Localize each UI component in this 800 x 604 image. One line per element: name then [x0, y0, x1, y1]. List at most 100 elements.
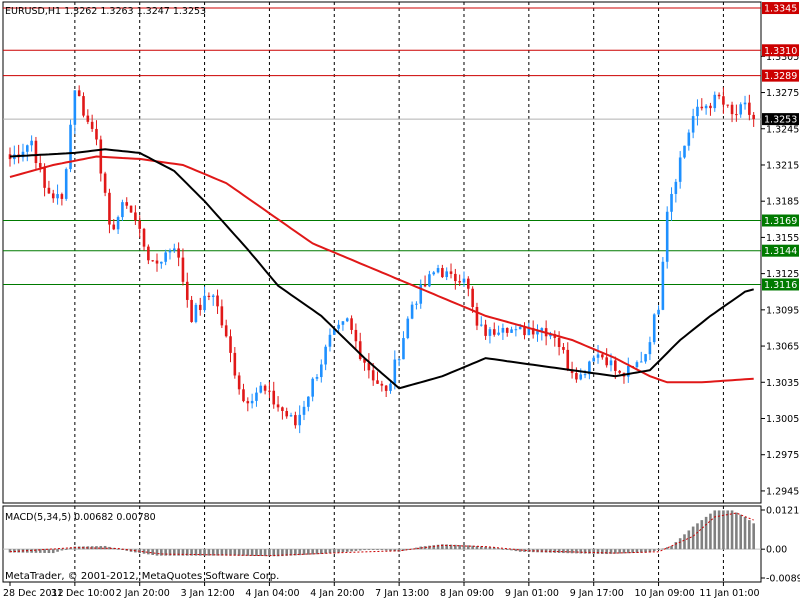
macd-bar: [691, 526, 695, 550]
candle-bull: [527, 328, 531, 336]
candle-bull: [549, 334, 552, 337]
support-level-tag: [762, 244, 799, 257]
macd-bar: [250, 549, 254, 556]
candle-bear: [138, 220, 142, 229]
macd-bar: [415, 547, 418, 550]
candle-bull: [462, 278, 466, 283]
x-tick-label: 4 Jan 20:00: [310, 588, 364, 599]
candle-bear: [726, 104, 730, 106]
candle-bull: [596, 354, 600, 358]
macd-bar: [259, 549, 263, 557]
macd-bar: [717, 510, 721, 550]
candle-bull: [64, 169, 68, 199]
candle-bear: [224, 325, 228, 337]
macd-y-tick-label: 0.01213: [766, 506, 800, 517]
macd-bar: [575, 549, 578, 554]
macd-bar: [648, 549, 652, 553]
y-tick-label: 1.3305: [766, 52, 799, 63]
candle-bear: [246, 401, 250, 404]
macd-bar: [108, 546, 111, 550]
candle-bull: [406, 318, 410, 339]
candle-bull: [211, 295, 215, 297]
candle-bear: [272, 390, 276, 405]
candle-bull: [540, 328, 544, 332]
macd-bar: [479, 546, 483, 550]
macd-bar: [142, 549, 146, 554]
candle-bear: [207, 295, 211, 297]
macd-bar: [177, 549, 180, 556]
macd-bar: [618, 549, 621, 554]
macd-bar: [441, 544, 444, 550]
support-level-tag: [762, 214, 799, 227]
macd-bar: [501, 548, 505, 550]
macd-bar: [185, 549, 189, 556]
macd-bar: [726, 510, 730, 550]
candle-bear: [103, 173, 107, 193]
candle-bull: [419, 284, 423, 304]
macd-bar: [315, 549, 319, 555]
macd-bar: [614, 549, 617, 554]
macd-bar: [609, 549, 613, 554]
candle-bull: [56, 194, 59, 199]
macd-bar: [626, 549, 630, 554]
macd-bar: [471, 545, 474, 550]
candle-bull: [592, 357, 595, 362]
candle-bear: [709, 105, 712, 109]
candle-bull: [661, 261, 665, 310]
candle-bull: [536, 331, 539, 335]
candle-bear: [605, 357, 608, 366]
current-price-tag: [762, 113, 799, 126]
macd-bar: [687, 530, 691, 550]
macd-panel-frame: [2, 505, 762, 583]
y-tick-label: 1.2945: [766, 486, 799, 497]
macd-signal-line: [9, 512, 754, 557]
candle-bear: [220, 306, 224, 326]
macd-bar: [393, 549, 397, 552]
candle-bear: [614, 360, 617, 371]
macd-bar: [34, 549, 38, 553]
candle-bear: [354, 329, 358, 342]
candle-bear: [125, 202, 129, 206]
macd-bar: [557, 549, 561, 553]
macd-bar: [518, 549, 522, 552]
x-tick-label: 2 Jan 20:00: [116, 588, 170, 599]
price-panel: 1.3305 1.3275 1.3245 1.3215 1.3185 1.3155 1.31…: [2, 1, 799, 504]
candle-bear: [229, 336, 232, 353]
candle-bull: [436, 268, 440, 273]
candle-bear: [276, 404, 280, 408]
copyright-text: MetaTrader, © 2001-2012, MetaQuotes Soft…: [5, 571, 279, 582]
candle-bull: [428, 274, 431, 287]
candle-bear: [60, 194, 64, 199]
candle-bear: [216, 295, 219, 307]
candle-bull: [626, 365, 630, 377]
macd-bar: [722, 510, 725, 550]
candle-bear: [242, 389, 245, 402]
candle-bull: [332, 328, 336, 335]
candle-bull: [696, 106, 699, 117]
candle-bear: [423, 284, 427, 287]
y-tick-label: 1.3215: [766, 160, 799, 171]
macd-bar: [328, 549, 332, 554]
candle-bear: [454, 273, 457, 282]
candle-bull: [397, 359, 401, 361]
resistance-level-tag: [762, 44, 799, 57]
macd-bar: [492, 547, 496, 550]
macd-bar: [350, 549, 353, 552]
candle-bull: [337, 324, 340, 329]
candle-bear: [735, 114, 738, 116]
candle-bear: [142, 228, 146, 247]
macd-bar: [332, 549, 336, 553]
macd-bar: [281, 549, 284, 557]
candle-bull: [683, 145, 686, 158]
candle-bear: [618, 370, 621, 373]
support-level-label: 1.3144: [764, 246, 797, 257]
y-tick-label: 1.3005: [766, 414, 799, 425]
candle-bear: [566, 349, 570, 370]
candle-bear: [363, 358, 366, 363]
macd-bar: [294, 549, 297, 556]
candle-bull: [173, 248, 176, 251]
y-tick-label: 1.3095: [766, 305, 799, 316]
